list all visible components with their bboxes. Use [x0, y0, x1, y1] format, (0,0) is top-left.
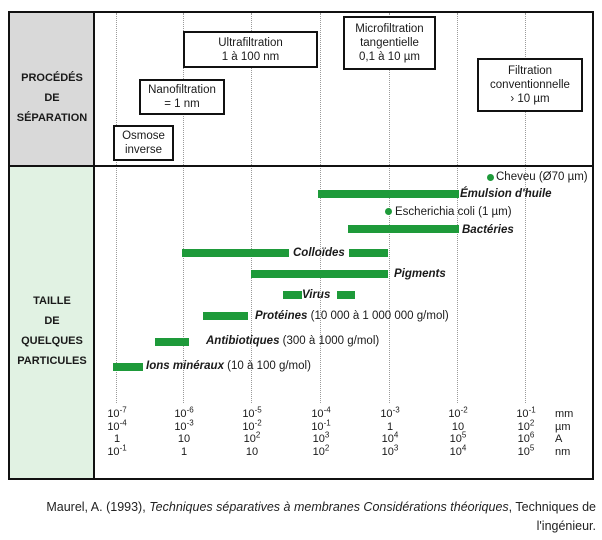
row-label-taille: TAILLE DE QUELQUES PARTICULES [17, 295, 87, 367]
scale-column: 10-2 10 105 104 [448, 405, 468, 458]
scale-column: 10-3 1 104 103 [380, 405, 400, 458]
header-cell [10, 13, 94, 166]
grid-line [320, 13, 321, 403]
process-ultrafiltration: Ultrafiltration 1 à 100 nm [183, 31, 318, 68]
label-ions: Ions minéraux (10 à 100 g/mol) [146, 360, 311, 372]
scale-column: 10-7 10-4 1 10-1 [107, 405, 127, 458]
label-proteines: Protéines (10 000 à 1 000 000 g/mol) [255, 310, 449, 322]
column-divider [93, 13, 95, 478]
grid-line [183, 13, 184, 403]
bar-colloides-left [182, 249, 289, 257]
label-cheveu: Cheveu (Ø70 µm) [496, 171, 588, 183]
scale-column: 10-4 10-1 103 102 [311, 405, 331, 458]
scale-units: mm µm A nm [555, 408, 574, 458]
label-pigments: Pigments [394, 268, 446, 280]
diagram-frame: PROCÉDÉS DE SÉPARATION TAILLE DE QUELQUE… [8, 11, 594, 480]
source-caption: Maurel, A. (1993), Techniques séparative… [46, 500, 596, 533]
grid-line [251, 13, 252, 403]
label-antibiotiques: Antibiotiques (300 à 1000 g/mol) [206, 335, 380, 347]
process-nanofiltration: Nanofiltration = 1 nm [139, 79, 225, 115]
bar-bacteries [348, 225, 459, 233]
bar-colloides-right [349, 249, 388, 257]
label-virus: Virus [302, 289, 331, 301]
scale-column: 10-1 102 106 105 [516, 405, 536, 458]
label-bacteries: Bactéries [462, 224, 514, 236]
bar-pigments [251, 270, 388, 278]
bar-emulsion [318, 190, 459, 198]
bar-ions [113, 363, 143, 371]
scale-column: 10-6 10-3 10 1 [174, 405, 194, 458]
process-microfiltration: Microfiltration tangentielle 0,1 à 10 µm [343, 16, 436, 70]
process-filtration: Filtration conventionnelle › 10 µm [477, 58, 583, 112]
cheveu-dot [487, 174, 494, 181]
label-emulsion: Émulsion d'huile [460, 188, 552, 200]
ecoli-dot [385, 208, 392, 215]
row-label-procedes: PROCÉDÉS DE SÉPARATION [16, 72, 88, 124]
bar-virus-left [283, 291, 302, 299]
bar-proteines [203, 312, 248, 320]
row-divider [10, 165, 592, 167]
label-ecoli: Escherichia coli (1 µm) [395, 206, 512, 218]
label-colloides: Colloïdes [293, 247, 345, 259]
process-osmose: Osmose inverse [113, 125, 174, 161]
grid-line [525, 13, 526, 403]
scale-column: 10-5 10-2 102 10 [242, 405, 262, 458]
grid-line [457, 13, 458, 403]
bar-antibiotiques [155, 338, 189, 346]
particles-cell [10, 166, 94, 478]
bar-virus-right [337, 291, 355, 299]
grid-line [116, 13, 117, 403]
